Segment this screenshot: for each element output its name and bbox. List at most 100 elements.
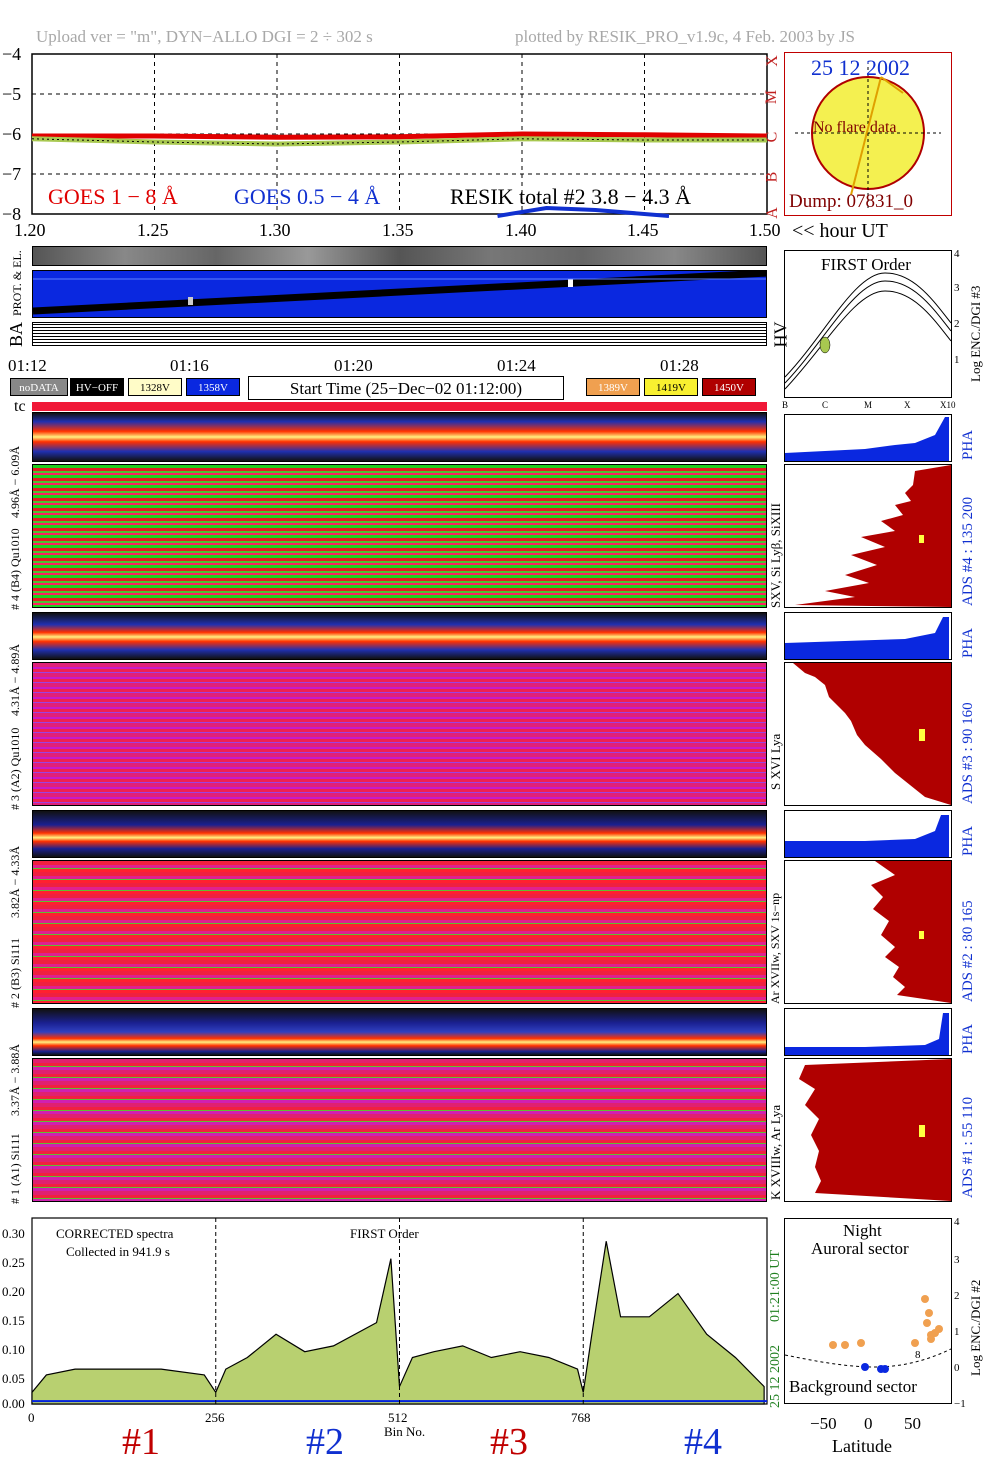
spec-xtick: 0 xyxy=(28,1410,35,1425)
ch2-ads-label: ADS #2 : 80 165 xyxy=(960,900,976,1002)
fo-xtick: B xyxy=(782,400,789,410)
ch3-pha-heatmap xyxy=(32,612,767,660)
ch4-pha-hist xyxy=(784,414,952,462)
status-gray-bar xyxy=(32,246,767,266)
lat-ytick: 4 xyxy=(954,1216,960,1228)
ch2-lines-label: Ar XVIIw, SXV 1s−np xyxy=(768,892,782,1004)
latitude-top2: Auroral sector xyxy=(811,1239,909,1258)
legend-goes-long: GOES 1 − 8 Å xyxy=(48,184,178,209)
latitude-ylabel: Log ENC./DGI #2 xyxy=(968,1279,983,1376)
spectrum-time-stamp: 01:21:00 UT xyxy=(768,1250,783,1322)
goes-xtick: 1.35 xyxy=(382,220,414,240)
ch4-pha-label: PHA xyxy=(960,429,976,460)
sun-panel: 25 12 2002 No flare data Dump: 07831_0 xyxy=(784,52,952,216)
ch1-ads-hist xyxy=(784,1058,952,1202)
spectrum-date-stamp: 25 12 2002 xyxy=(768,1345,783,1408)
ch4-pha-heatmap xyxy=(32,412,767,462)
ch4-ads-hist xyxy=(784,464,952,608)
prot-el-bar xyxy=(32,270,767,318)
ch1-lines-label: K XVIIIw, Ar Lya xyxy=(768,1104,783,1200)
ch2-pha-heatmap xyxy=(32,810,767,858)
lat-xtick: 50 xyxy=(904,1414,921,1433)
legend-1358v: 1358V xyxy=(186,378,240,396)
legend-hv-off: HV−OFF xyxy=(70,378,124,396)
spectrum-note-1: CORRECTED spectra xyxy=(56,1226,174,1241)
legend-1419v: 1419V xyxy=(644,378,698,396)
goes-ytick: −5 xyxy=(2,84,21,104)
goes-xtick: 1.30 xyxy=(259,220,291,240)
ch3-pha-hist xyxy=(784,612,952,660)
goes-ytick: −8 xyxy=(2,204,21,224)
spectrum-chart xyxy=(31,1217,768,1405)
ch3-spectrum-heatmap xyxy=(32,662,767,806)
lat-ytick: −1 xyxy=(954,1398,966,1410)
goes-x-unit: << hour UT xyxy=(792,220,888,242)
ch1-id-label: # 1 (A1) Si111 xyxy=(8,1133,22,1204)
legend-goes-short: GOES 0.5 − 4 Å xyxy=(234,184,381,209)
fo-ytick: 2 xyxy=(954,318,960,330)
lat-ytick: 1 xyxy=(954,1326,960,1338)
spec-ytick: 0.00 xyxy=(2,1396,25,1411)
fo-xtick: C xyxy=(822,400,829,410)
header-left: Upload ver = "m", DYN−ALLO DGI = 2 ÷ 302… xyxy=(36,27,373,46)
latitude-y-axis: −1 0 1 2 3 4 xyxy=(954,1212,968,1410)
goes-xtick: 1.25 xyxy=(137,220,169,240)
channel-label-4: #4 xyxy=(684,1421,722,1463)
goes-xtick: 1.20 xyxy=(14,220,46,240)
spectrum-center-label: FIRST Order xyxy=(350,1226,419,1241)
goes-ytick: −6 xyxy=(2,124,21,144)
goes-x-axis: 1.20 1.25 1.30 1.35 1.40 1.45 1.50 << ho… xyxy=(0,220,1004,244)
latitude-bottom: Background sector xyxy=(789,1377,917,1396)
class-x: X xyxy=(763,55,781,67)
spec-ytick: 0.10 xyxy=(2,1342,25,1357)
ba-label: BA xyxy=(6,321,27,348)
ch3-id-label: # 3 (A2) Qu1010 xyxy=(8,727,22,810)
time-tick: 01:16 xyxy=(170,356,209,375)
ch1-ads-label: ADS #1 : 55 110 xyxy=(960,1096,976,1198)
fo-xtick: M xyxy=(864,400,873,410)
first-order-y-axis: 1 2 3 4 xyxy=(954,248,968,400)
ch3-pha-label: PHA xyxy=(960,627,976,658)
ch3-ads-hist xyxy=(784,662,952,806)
start-time-box: Start Time (25−Dec−02 01:12:00) xyxy=(248,376,564,400)
spec-ytick: 0.25 xyxy=(2,1255,25,1270)
spec-ytick: 0.15 xyxy=(2,1313,25,1328)
time-tick: 01:20 xyxy=(334,356,373,375)
class-b: B xyxy=(763,171,781,183)
fo-ytick: 1 xyxy=(954,354,960,366)
goes-y-axis: −4 −5 −6 −7 −8 xyxy=(2,48,21,224)
spectrum-y-axis: 0.30 0.25 0.20 0.15 0.10 0.05 0.00 xyxy=(0,1212,32,1412)
lat-ytick: 3 xyxy=(954,1254,960,1266)
spec-xtick: 256 xyxy=(205,1410,225,1425)
spec-xtick: 768 xyxy=(571,1410,591,1425)
legend-nodata: noDATA xyxy=(10,378,68,396)
legend-1450v: 1450V xyxy=(702,378,756,396)
goes-xtick: 1.45 xyxy=(627,220,659,240)
goes-series xyxy=(31,131,768,218)
class-c: C xyxy=(763,131,781,143)
ch1-pha-heatmap xyxy=(32,1008,767,1056)
ch1-spectrum-heatmap xyxy=(32,1058,767,1202)
spectrum-dividers xyxy=(215,1218,584,1404)
ch2-spectrum-heatmap xyxy=(32,860,767,1004)
prot-el-label: PROT. & EL. xyxy=(10,250,24,316)
fo-xtick: X10 xyxy=(940,400,956,410)
channel-label-2: #2 xyxy=(306,1421,344,1463)
lat-xtick: 0 xyxy=(864,1414,873,1433)
sun-no-flare: No flare data xyxy=(813,119,897,136)
ch4-spectrum-heatmap xyxy=(32,464,767,608)
spectrum-note-2: Collected in 941.9 s xyxy=(66,1244,170,1259)
goes-series-1 xyxy=(497,205,670,218)
time-tick: 01:12 xyxy=(8,356,47,375)
ch4-lines-label: SXV, Si Lyβ, SiXIII xyxy=(768,503,783,608)
header-right: plotted by RESIK_PRO_v1.9c, 4 Feb. 2003 … xyxy=(515,27,856,46)
legend-1389v: 1389V xyxy=(586,378,640,396)
spectrum-x-axis: 0 256 512 768 xyxy=(0,1410,784,1430)
spectrum-panel: 0.30 0.25 0.20 0.15 0.10 0.05 0.00 CORRE… xyxy=(0,1212,784,1476)
ch2-id-label: # 2 (B3) Si111 xyxy=(8,937,22,1008)
ch4-id-label: # 4 (B4) Qu1010 xyxy=(8,528,22,610)
ch1-pha-hist xyxy=(784,1008,952,1056)
latitude-xlabel: Latitude xyxy=(832,1436,892,1456)
sun-date: 25 12 2002 xyxy=(811,55,910,80)
goes-panel: −4 −5 −6 −7 −8 GOES 1 − 8 Å GOES 0.5 − 4 Å R… xyxy=(0,48,1004,248)
